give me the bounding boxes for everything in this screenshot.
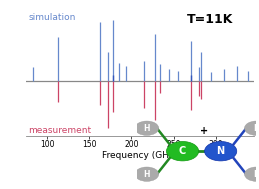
- Text: +: +: [200, 126, 208, 136]
- Text: C: C: [179, 146, 186, 156]
- Text: H: H: [143, 170, 150, 179]
- Circle shape: [135, 167, 159, 181]
- Text: measurement: measurement: [28, 126, 91, 135]
- Circle shape: [244, 167, 259, 181]
- Text: N: N: [217, 146, 225, 156]
- Text: simulation: simulation: [28, 13, 76, 22]
- Circle shape: [244, 121, 259, 135]
- Text: H: H: [143, 124, 150, 133]
- Text: H: H: [253, 170, 259, 179]
- X-axis label: Frequency (GHz): Frequency (GHz): [102, 151, 177, 160]
- Text: T=11K: T=11K: [186, 13, 233, 26]
- Circle shape: [135, 121, 159, 135]
- Text: H: H: [253, 124, 259, 133]
- Circle shape: [167, 142, 199, 161]
- Circle shape: [205, 142, 237, 161]
